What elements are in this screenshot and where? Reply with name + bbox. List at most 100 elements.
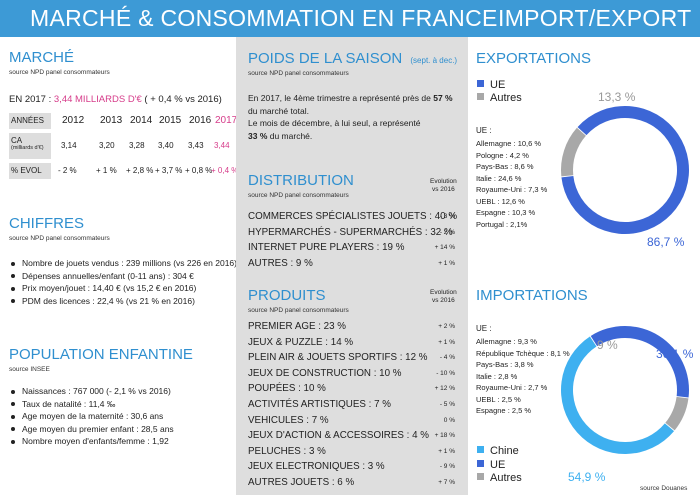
- country-item: Italie : 2,8 %: [476, 371, 518, 381]
- country-item: Allemagne : 10,6 %: [476, 139, 542, 148]
- category-label: ACTIVITÉS ARTISTIQUES : 7 %: [248, 399, 391, 410]
- evol-value: - 2 %: [58, 166, 77, 175]
- category-label: INTERNET PURE PLAYERS : 19 %: [248, 242, 405, 253]
- export-ue-label: UE :: [476, 126, 492, 135]
- produits-evol-header: Evolution vs 2016: [430, 289, 457, 304]
- category-evol: + 1 %: [438, 447, 455, 455]
- country-item: Royaume-Uni : 2,7 %: [476, 383, 548, 392]
- saison-subtitle: (sept. à dec.): [410, 56, 458, 65]
- country-item: Pays-Bas : 8,6 %: [476, 162, 534, 171]
- legend-swatch: [477, 80, 484, 87]
- export-countries: Allemagne : 10,6 % Pologne : 4,2 % Pays-Ba…: [476, 138, 547, 230]
- chiffres-list: Nombre de jouets vendus : 239 millions (…: [9, 257, 237, 307]
- ca-value: 3,14: [61, 141, 77, 150]
- evol-value: + 0,8 %: [185, 166, 213, 175]
- saison-title: POIDS DE LA SAISON (sept. à dec.): [248, 50, 458, 67]
- category-label: HYPERMARCHÉS - SUPERMARCHÉS : 32 %: [248, 226, 453, 238]
- year-cell: 2016: [189, 115, 212, 126]
- list-item: Age moyen du premier enfant : 28,5 ans: [9, 423, 174, 436]
- legend-item: Autres: [477, 92, 522, 104]
- category-row: AUTRES JOUETS : 6 % + 7 %: [248, 477, 463, 493]
- legend-item: UE: [477, 459, 505, 471]
- importations-title: IMPORTATIONS: [476, 287, 588, 304]
- category-row: JEUX ELECTRONIQUES : 3 % - 9 %: [248, 461, 463, 477]
- distribution-evol-header: Evolution vs 2016: [430, 178, 457, 193]
- list-item: Dépenses annuelles/enfant (0-11 ans) : 3…: [9, 270, 237, 283]
- legend-label: Autres: [490, 92, 522, 104]
- category-row: JEUX & PUZZLE : 14 % + 1 %: [248, 337, 463, 353]
- marche-source: source NPD panel consommateurs: [9, 69, 110, 76]
- country-item: Pologne : 4,2 %: [476, 150, 529, 160]
- population-title: POPULATION ENFANTINE: [9, 346, 193, 363]
- category-label: PLEIN AIR & JOUETS SPORTIFS : 12 %: [248, 352, 428, 364]
- year-cell: 2012: [62, 115, 85, 126]
- country-item: Espagne : 2,5 %: [476, 406, 532, 415]
- legend-swatch: [477, 446, 484, 453]
- ca-value: 3,28: [129, 141, 145, 150]
- import-countries: Allemagne : 9,3 % République Tchèque : 8,…: [476, 336, 570, 417]
- category-label: AUTRES : 9 %: [248, 257, 313, 269]
- produits-source: source NPD panel consommateurs: [248, 307, 349, 314]
- list-item: PDM des licences : 22,4 % (vs 21 % en 20…: [9, 295, 237, 308]
- table-header-row: ANNÉES 2012 2013 2014 2015 2016 2017: [9, 113, 237, 129]
- list-item: Taux de natalité : 11,4 ‰: [9, 398, 174, 411]
- evol-label: % EVOL: [9, 163, 51, 179]
- evol-row: % EVOL - 2 % + 1 % + 2,8 % + 3,7 % + 0,8 % + …: [9, 163, 238, 179]
- category-label: JEUX & PUZZLE : 14 %: [248, 336, 354, 348]
- category-row: VEHICULES : 7 % 0 %: [248, 415, 463, 431]
- category-evol: - 10 %: [436, 369, 455, 377]
- import-ue-label: UE :: [476, 324, 492, 333]
- category-label: PREMIER AGE : 23 %: [248, 321, 347, 332]
- legend-label: Chine: [490, 445, 519, 457]
- category-evol: + 12 %: [434, 385, 455, 393]
- category-evol: - 5 %: [439, 401, 455, 408]
- category-row: PREMIER AGE : 23 % + 2 %: [248, 321, 463, 337]
- legend-item: UE: [477, 79, 505, 91]
- population-list: Naissances : 767 000 (- 2,1 % vs 2016) Ta…: [9, 385, 174, 448]
- legend-item: Autres: [477, 472, 522, 484]
- category-row: JEUX DE CONSTRUCTION : 10 % - 10 %: [248, 368, 463, 384]
- annees-label: ANNÉES: [9, 113, 51, 129]
- produits-title: PRODUITS: [248, 287, 326, 304]
- marche-title: MARCHÉ: [9, 49, 75, 66]
- category-row: PELUCHES : 3 % + 1 %: [248, 446, 463, 462]
- year-cell: 2013: [100, 115, 123, 126]
- legend-label: UE: [490, 458, 506, 471]
- category-evol: + 2 %: [438, 323, 455, 330]
- ca-value: 3,43: [188, 141, 204, 150]
- category-row: ACTIVITÉS ARTISTIQUES : 7 % - 5 %: [248, 399, 463, 415]
- chiffres-source: source NPD panel consommateurs: [9, 235, 110, 242]
- ca-unit: (milliards d'€): [11, 145, 44, 151]
- country-item: Espagne : 10,3 %: [476, 208, 536, 217]
- ca-label-cell: CA (milliards d'€): [9, 133, 51, 159]
- category-evol: 0 %: [443, 416, 455, 424]
- list-item: Prix moyen/jouet : 14,40 € (vs 15,2 € en…: [9, 282, 237, 295]
- country-item: Royaume-Uni : 7,3 %: [476, 185, 548, 194]
- category-evol: + 14 %: [434, 244, 455, 251]
- donut-data-label: 86,7 %: [647, 235, 685, 249]
- ca-value: 3,20: [99, 141, 115, 150]
- country-item: Italie : 24,6 %: [476, 173, 522, 183]
- year-cell: 2017: [215, 115, 238, 126]
- country-item: République Tchèque : 8,1 %: [476, 348, 570, 358]
- chiffres-title: CHIFFRES: [9, 215, 84, 232]
- category-evol: - 3 %: [439, 213, 455, 220]
- donut-slice-autres: [665, 396, 689, 431]
- list-item: Nombre moyen d'enfants/femme : 1,92: [9, 435, 174, 448]
- donut-data-label: 9 %: [597, 338, 618, 352]
- legend-label: UE: [490, 79, 506, 91]
- category-label: JEUX D'ACTION & ACCESSOIRES : 4 %: [248, 430, 429, 442]
- distribution-title: DISTRIBUTION: [248, 172, 354, 189]
- category-row: AUTRES : 9 % + 1 %: [248, 258, 463, 274]
- donut-data-label: 13,3 %: [598, 90, 636, 104]
- legend-swatch: [477, 473, 484, 480]
- category-evol: - 2 %: [439, 228, 455, 236]
- header-left-title: MARCHÉ & CONSOMMATION EN FRANCE: [30, 5, 498, 31]
- category-label: PELUCHES : 3 %: [248, 445, 326, 457]
- evol-value: + 2,8 %: [126, 166, 154, 175]
- donut-slice-ue: [561, 106, 689, 234]
- legend-label: Autres: [490, 472, 522, 484]
- category-row: INTERNET PURE PLAYERS : 19 % + 14 %: [248, 242, 463, 258]
- country-item: UEBL : 12,6 %: [476, 196, 525, 206]
